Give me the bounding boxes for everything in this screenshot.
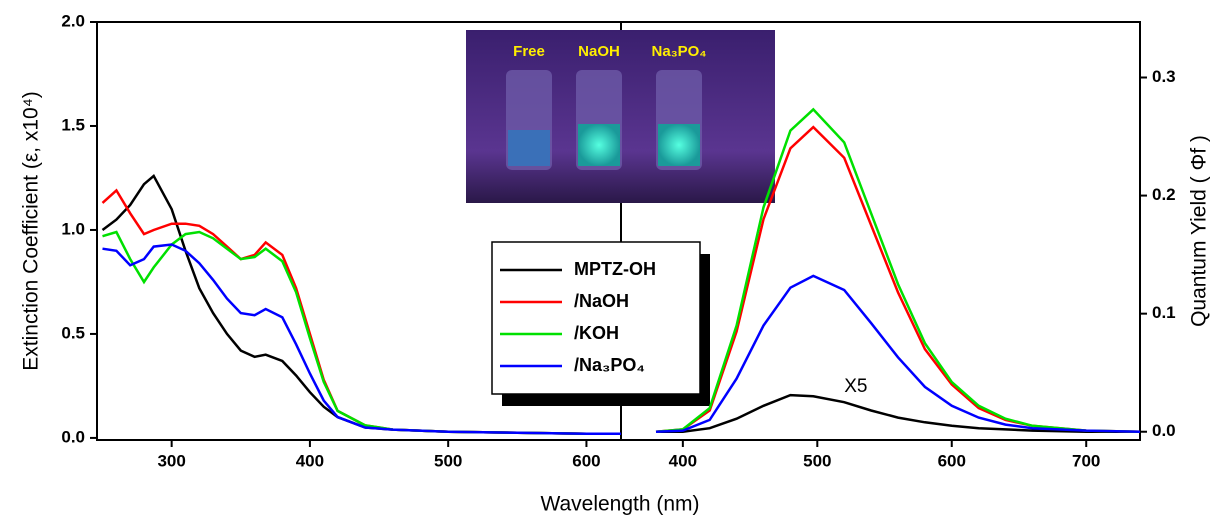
y-tick-label: 1.5 [61, 115, 85, 134]
y2-tick-label: 0.1 [1152, 303, 1176, 322]
series-line [656, 395, 1140, 432]
x-tick-label: 600 [572, 451, 600, 470]
y-tick-label: 1.0 [61, 219, 85, 238]
y-tick-label: 0.5 [61, 323, 85, 342]
legend-label: /KOH [574, 323, 619, 343]
inset-label: Free [513, 43, 545, 60]
legend-label: /NaOH [574, 291, 629, 311]
chart: Free NaOH Na₃PO₄ Wavelength (nm) Extinct… [0, 0, 1228, 525]
annotation: X5 [844, 376, 867, 397]
x-axis-label: Wavelength (nm) [540, 493, 699, 516]
y2-tick-label: 0.2 [1152, 185, 1176, 204]
y2-axis-label: Quantum Yield ( Φf ) [1188, 135, 1211, 327]
y2-tick-label: 0.3 [1152, 67, 1176, 86]
x-tick-label: 300 [157, 451, 185, 470]
x-tick-label: 500 [803, 451, 831, 470]
y-tick-label: 0.0 [61, 427, 85, 446]
y-axis-label: Extinction Coefficient (ε, x10⁴) [20, 91, 43, 370]
inset-label: Na₃PO₄ [652, 43, 707, 60]
x-tick-label: 700 [1072, 451, 1100, 470]
x-tick-label: 400 [296, 451, 324, 470]
legend-label: /Na₃PO₄ [574, 355, 645, 375]
inset-photo: Free NaOH Na₃PO₄ [466, 30, 775, 203]
x-tick-label: 600 [938, 451, 966, 470]
inset-label: NaOH [578, 43, 620, 60]
y2-tick-label: 0.0 [1152, 421, 1176, 440]
y-tick-label: 2.0 [61, 11, 85, 30]
x-tick-label: 400 [669, 451, 697, 470]
legend-label: MPTZ-OH [574, 259, 656, 279]
x-tick-label: 500 [434, 451, 462, 470]
